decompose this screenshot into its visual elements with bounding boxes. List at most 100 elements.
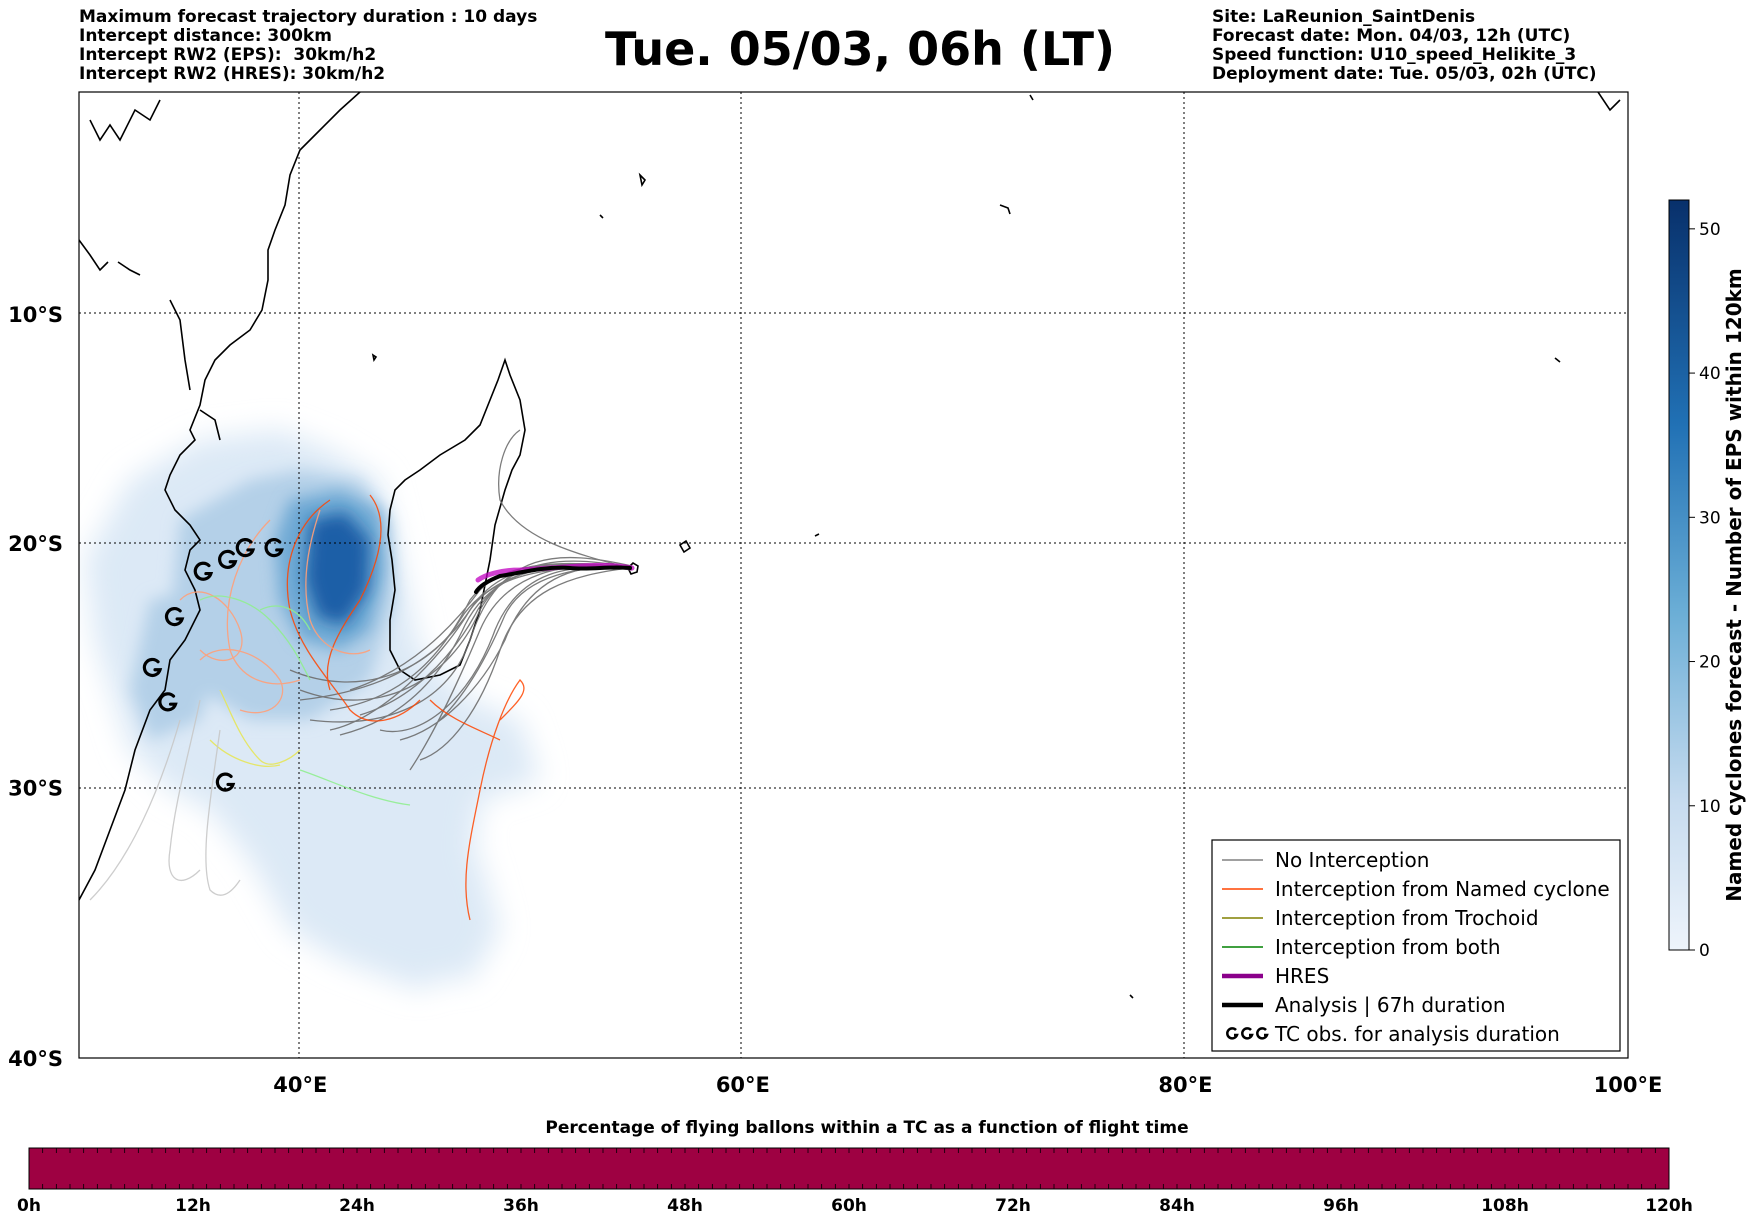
tc-obs-symbol bbox=[215, 772, 236, 792]
tc-obs-symbol bbox=[193, 561, 214, 581]
colorbar-ticks: 0 10 20 30 40 50 bbox=[1689, 220, 1721, 961]
trajectory bbox=[305, 509, 371, 655]
trajectory bbox=[465, 679, 525, 921]
island-maldives-1 bbox=[1029, 94, 1034, 101]
trajectory bbox=[419, 567, 631, 761]
map-frame bbox=[78, 91, 1629, 1059]
mozambique-channel-coast bbox=[199, 409, 221, 441]
header-right-line: Speed function: U10_speed_Helikite_3 bbox=[1212, 45, 1577, 65]
tc-obs-symbol bbox=[218, 549, 238, 569]
trajectory bbox=[89, 719, 181, 901]
colorbar-label: Named cyclones forecast - Number of EPS … bbox=[1722, 268, 1746, 902]
coastlines bbox=[79, 92, 1621, 999]
colorbar-tick-label: 10 bbox=[1699, 797, 1721, 817]
legend-label: No Interception bbox=[1275, 848, 1429, 872]
percentage-bar-tick-label: 108h bbox=[1481, 1196, 1529, 1216]
grid-lines bbox=[79, 92, 1628, 1058]
lat-tick-label: 10°S bbox=[8, 303, 63, 327]
percentage-bar-title: Percentage of flying ballons within a TC… bbox=[545, 1118, 1188, 1138]
colorbar: 0 10 20 30 40 50 Named cyclones forecast - Nu… bbox=[1668, 199, 1746, 961]
percentage-bar-tick-label: 36h bbox=[503, 1196, 539, 1216]
trajectory bbox=[205, 729, 241, 896]
lon-tick-label: 40°E bbox=[273, 1073, 327, 1097]
percentage-bar-tick-label: 0h bbox=[17, 1196, 41, 1216]
trajectory bbox=[168, 699, 201, 882]
colorbar-tick-label: 0 bbox=[1699, 941, 1710, 961]
eps-trajectories-light-gray bbox=[89, 699, 241, 901]
somalia-coast-piece bbox=[117, 261, 141, 276]
legend-label: TC obs. for analysis duration bbox=[1274, 1022, 1560, 1046]
percentage-bar-tick-label: 12h bbox=[175, 1196, 211, 1216]
header-left-info: Maximum forecast trajectory duration : 1… bbox=[79, 8, 537, 84]
longitude-ticks: 40°E 60°E 80°E 100°E bbox=[273, 1073, 1662, 1097]
percentage-bar-tick-label: 96h bbox=[1323, 1196, 1359, 1216]
trajectory bbox=[259, 605, 311, 631]
island-amsterdam bbox=[1129, 994, 1134, 999]
latitude-ticks: 10°S 20°S 30°S 40°S bbox=[8, 303, 63, 1071]
tc-obs-symbol bbox=[264, 538, 284, 558]
header-right-line: Forecast date: Mon. 04/03, 12h (UTC) bbox=[1212, 26, 1571, 46]
colorbar-tick-label: 40 bbox=[1699, 364, 1721, 384]
lat-tick-label: 20°S bbox=[8, 532, 63, 556]
legend-label: HRES bbox=[1275, 964, 1329, 988]
header-left-line: Intercept RW2 (EPS): 30km/h2 bbox=[79, 45, 377, 65]
legend-label: Interception from both bbox=[1275, 935, 1501, 959]
percentage-bar-fill bbox=[28, 1147, 1670, 1190]
trajectory bbox=[219, 689, 301, 765]
seychelles-2 bbox=[599, 214, 604, 219]
seychelles-1 bbox=[638, 172, 647, 188]
comoros-island bbox=[371, 353, 378, 363]
trajectory bbox=[474, 565, 632, 594]
map-area bbox=[79, 92, 1628, 1058]
percentage-bar-tick-label: 120h bbox=[1645, 1196, 1693, 1216]
trajectory bbox=[179, 591, 243, 661]
lat-tick-label: 30°S bbox=[8, 777, 63, 801]
percentage-bar: Percentage of flying ballons within a TC… bbox=[17, 1118, 1693, 1216]
percentage-bar-tick-label: 72h bbox=[995, 1196, 1031, 1216]
island-cocos bbox=[1554, 357, 1561, 363]
header-left-line: Intercept RW2 (HRES): 30km/h2 bbox=[79, 64, 386, 84]
colorbar-tick-label: 20 bbox=[1699, 653, 1721, 673]
colorbar-gradient bbox=[1668, 199, 1690, 951]
trajectory bbox=[429, 699, 501, 741]
map-title: Tue. 05/03, 06h (LT) bbox=[605, 22, 1115, 76]
header-left-line: Intercept distance: 300km bbox=[79, 26, 332, 46]
trajectory bbox=[286, 499, 421, 722]
legend-box: No Interception Interception from Named c… bbox=[1211, 839, 1621, 1052]
tc-obs-symbol bbox=[164, 607, 185, 627]
somalia-inner-2 bbox=[89, 99, 161, 142]
eps-trajectories-named-cyclone bbox=[286, 494, 525, 921]
eps-trajectories-yellow bbox=[209, 689, 301, 767]
trajectory bbox=[309, 556, 633, 723]
trajectory bbox=[226, 519, 301, 685]
lon-tick-label: 60°E bbox=[716, 1073, 770, 1097]
density-peak bbox=[305, 512, 370, 625]
legend-tc-symbol bbox=[1241, 1027, 1254, 1040]
reunion-island bbox=[627, 561, 639, 575]
trajectory bbox=[209, 739, 281, 767]
analysis-trajectory bbox=[474, 565, 632, 594]
trajectory bbox=[199, 648, 284, 714]
percentage-bar-ticks: 0h 12h 24h 36h 48h 60h 72h 84h 96h 108h 120h bbox=[17, 1148, 1693, 1216]
legend-label: Interception from Trochoid bbox=[1275, 906, 1539, 930]
somalia-inner-1 bbox=[169, 299, 191, 391]
trajectory bbox=[498, 429, 631, 569]
percentage-bar-tick-label: 48h bbox=[667, 1196, 703, 1216]
africa-coastline bbox=[79, 92, 361, 901]
tc-obs-symbol bbox=[142, 657, 163, 677]
header-right-line: Site: LaReunion_SaintDenis bbox=[1212, 7, 1476, 27]
legend-items: No Interception Interception from Named c… bbox=[1222, 848, 1610, 1046]
island-chagos bbox=[999, 204, 1011, 215]
trajectory bbox=[299, 769, 411, 806]
legend-tc-symbol bbox=[1226, 1027, 1239, 1040]
colorbar-tick-label: 50 bbox=[1699, 220, 1721, 240]
lon-tick-label: 80°E bbox=[1158, 1073, 1212, 1097]
trajectory bbox=[299, 560, 633, 701]
eps-density-field bbox=[85, 430, 540, 990]
percentage-bar-tick-label: 60h bbox=[831, 1196, 867, 1216]
madagascar-coastline bbox=[387, 357, 526, 681]
indonesia-piece bbox=[1597, 92, 1621, 112]
legend-frame bbox=[1211, 839, 1621, 1052]
lon-tick-label: 100°E bbox=[1594, 1073, 1663, 1097]
